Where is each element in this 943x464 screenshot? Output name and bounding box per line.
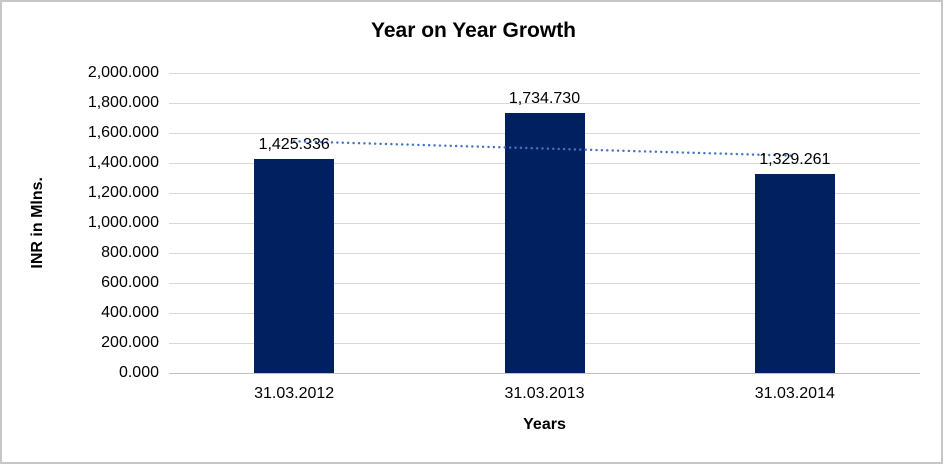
y-tick-label: 1,400.000 bbox=[87, 154, 159, 171]
chart-title: Year on Year Growth bbox=[370, 19, 577, 42]
y-tick-label: 1,200.000 bbox=[87, 184, 159, 201]
bar-data-label: 1,329.261 bbox=[759, 150, 831, 168]
x-tick-label: 31.03.2012 bbox=[254, 385, 335, 402]
y-tick-label: 1,800.000 bbox=[87, 94, 159, 111]
y-tick-label: 200.000 bbox=[101, 334, 159, 351]
y-tick-label: 400.000 bbox=[101, 304, 159, 321]
y-tick-label: 2,000.000 bbox=[87, 64, 159, 81]
y-tick-label: 1,600.000 bbox=[87, 124, 159, 141]
x-tick-label: 31.03.2013 bbox=[504, 385, 585, 402]
y-tick-label: 800.000 bbox=[101, 244, 159, 261]
x-tick-label: 31.03.2014 bbox=[754, 385, 835, 402]
bar bbox=[504, 112, 585, 373]
plot-area: 0.000 200.000 400.000 600.000 800.000 1,000.0… bbox=[88, 64, 920, 402]
y-tick-label: 0.000 bbox=[118, 364, 159, 381]
y-tick-label: 1,000.000 bbox=[87, 214, 159, 231]
bar bbox=[254, 159, 335, 373]
bar bbox=[754, 173, 835, 373]
x-axis-line bbox=[169, 372, 920, 374]
y-axis-title: INR in Mlns. bbox=[24, 73, 52, 373]
y-tick-label: 600.000 bbox=[101, 274, 159, 291]
gridline bbox=[169, 102, 920, 104]
x-axis-title: Years bbox=[523, 416, 566, 433]
gridline bbox=[169, 72, 920, 74]
y-axis-title-text: INR in Mlns. bbox=[29, 177, 46, 269]
bar-data-label: 1,734.730 bbox=[508, 89, 581, 107]
trendline bbox=[292, 140, 797, 157]
bar-data-label: 1,425.336 bbox=[258, 136, 330, 154]
